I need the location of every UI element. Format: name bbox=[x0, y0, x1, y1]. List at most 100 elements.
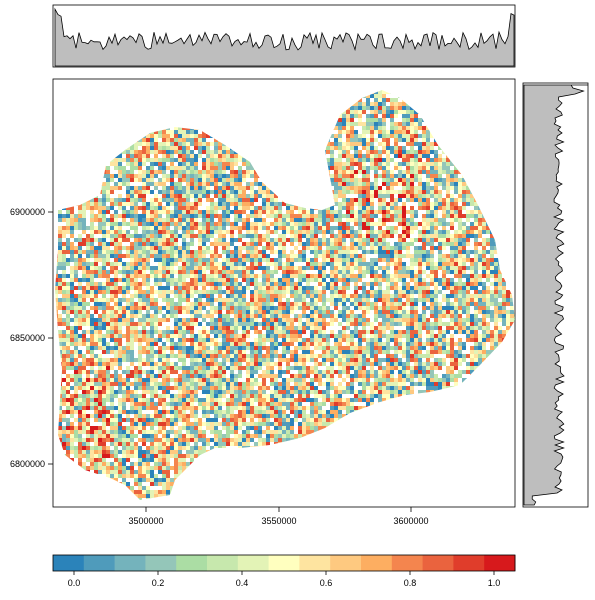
raster-cell bbox=[194, 186, 198, 190]
raster-cell bbox=[386, 202, 390, 206]
raster-cell bbox=[290, 262, 294, 266]
raster-cell bbox=[370, 158, 374, 162]
raster-cell bbox=[262, 278, 266, 282]
raster-cell bbox=[430, 262, 434, 266]
raster-cell bbox=[94, 254, 98, 258]
raster-cell bbox=[334, 238, 338, 242]
raster-cell bbox=[362, 170, 366, 174]
raster-cell bbox=[138, 262, 142, 266]
raster-cell bbox=[366, 262, 370, 266]
raster-cell bbox=[346, 126, 350, 130]
raster-cell bbox=[438, 166, 442, 170]
top-marginal-frame bbox=[52, 4, 516, 68]
raster-cell bbox=[394, 250, 398, 254]
raster-cell bbox=[346, 270, 350, 274]
raster-cell bbox=[226, 202, 230, 206]
raster-cell bbox=[370, 218, 374, 222]
raster-cell bbox=[258, 266, 262, 270]
raster-cell bbox=[66, 258, 70, 262]
raster-cell bbox=[354, 250, 358, 254]
raster-cell bbox=[402, 230, 406, 234]
raster-cell bbox=[186, 246, 190, 250]
raster-cell bbox=[386, 110, 390, 114]
raster-cell bbox=[158, 214, 162, 218]
raster-cell bbox=[254, 234, 258, 238]
raster-cell bbox=[378, 250, 382, 254]
raster-cell bbox=[402, 134, 406, 138]
raster-cell bbox=[394, 210, 398, 214]
raster-cell bbox=[486, 270, 490, 274]
raster-cell bbox=[198, 282, 202, 286]
raster-cell bbox=[66, 238, 70, 242]
raster-cell bbox=[418, 270, 422, 274]
raster-cell bbox=[118, 226, 122, 230]
raster-cell bbox=[166, 242, 170, 246]
raster-cell bbox=[114, 278, 118, 282]
raster-cell bbox=[174, 170, 178, 174]
raster-cell bbox=[314, 266, 318, 270]
raster-cell bbox=[218, 262, 222, 266]
raster-cell bbox=[442, 230, 446, 234]
raster-cell bbox=[426, 274, 430, 278]
raster-cell bbox=[382, 170, 386, 174]
raster-cell bbox=[282, 234, 286, 238]
raster-cell bbox=[290, 250, 294, 254]
raster-cell bbox=[466, 198, 470, 202]
raster-cell bbox=[370, 270, 374, 274]
raster-cell bbox=[194, 258, 198, 262]
raster-cell bbox=[386, 166, 390, 170]
raster-cell bbox=[466, 186, 470, 190]
raster-cell bbox=[246, 270, 250, 274]
raster-cell bbox=[446, 234, 450, 238]
raster-cell bbox=[370, 194, 374, 198]
raster-cell bbox=[142, 146, 146, 150]
raster-cell bbox=[202, 254, 206, 258]
raster-cell bbox=[182, 146, 186, 150]
raster-cell bbox=[430, 170, 434, 174]
raster-cell bbox=[326, 162, 330, 166]
raster-cell bbox=[158, 134, 162, 138]
raster-cell bbox=[154, 186, 158, 190]
raster-cell bbox=[374, 158, 378, 162]
raster-cell bbox=[330, 218, 334, 222]
raster-cell bbox=[374, 270, 378, 274]
raster-cell bbox=[406, 162, 410, 166]
raster-cell bbox=[158, 166, 162, 170]
raster-cell bbox=[382, 274, 386, 278]
raster-cell bbox=[402, 238, 406, 242]
raster-cell bbox=[134, 266, 138, 270]
raster-cell bbox=[82, 274, 86, 278]
raster-cell bbox=[210, 162, 214, 166]
raster-cell bbox=[186, 158, 190, 162]
raster-cell bbox=[390, 258, 394, 262]
raster-cell bbox=[190, 238, 194, 242]
raster-cell bbox=[314, 234, 318, 238]
raster-cell bbox=[230, 166, 234, 170]
raster-cell bbox=[226, 166, 230, 170]
raster-cell bbox=[486, 230, 490, 234]
raster-cell bbox=[442, 178, 446, 182]
raster-cell bbox=[194, 182, 198, 186]
raster-cell bbox=[406, 242, 410, 246]
raster-cell bbox=[302, 254, 306, 258]
raster-cell bbox=[230, 210, 234, 214]
raster-cell bbox=[338, 254, 342, 258]
raster-cell bbox=[338, 250, 342, 254]
raster-cell bbox=[394, 230, 398, 234]
raster-cell bbox=[114, 158, 118, 162]
raster-cell bbox=[478, 222, 482, 226]
raster-cell bbox=[214, 262, 218, 266]
raster-cell bbox=[254, 246, 258, 250]
raster-cell bbox=[346, 234, 350, 238]
raster-cell bbox=[374, 282, 378, 286]
raster-cell bbox=[338, 234, 342, 238]
raster-cell bbox=[310, 250, 314, 254]
raster-cell bbox=[222, 214, 226, 218]
raster-cell bbox=[370, 266, 374, 270]
raster-cell bbox=[358, 218, 362, 222]
raster-cell bbox=[378, 206, 382, 210]
raster-cell bbox=[226, 154, 230, 158]
raster-cell bbox=[426, 186, 430, 190]
raster-cell bbox=[478, 218, 482, 222]
raster-cell bbox=[202, 134, 206, 138]
